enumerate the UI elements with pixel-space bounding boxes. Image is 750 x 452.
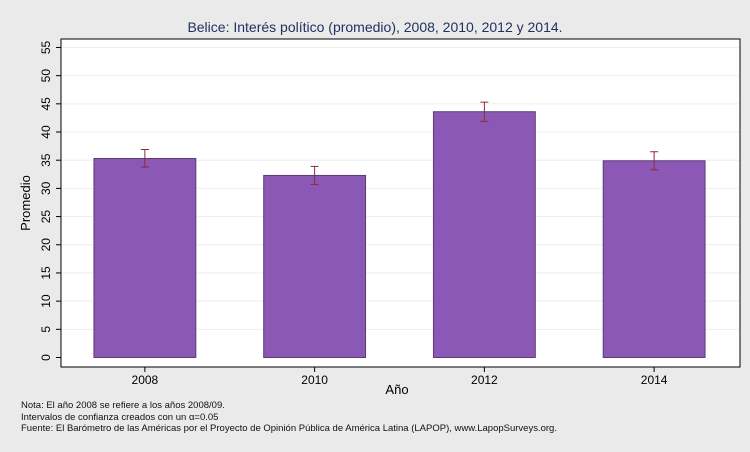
chart-title: Belice: Interés político (promedio), 200… [187, 19, 562, 35]
x-tick-label: 2014 [641, 373, 668, 387]
x-tick-label: 2012 [471, 373, 498, 387]
x-tick-label: 2010 [301, 373, 328, 387]
bar [93, 158, 197, 358]
footnote-confidence: Intervalos de confianza creados con un α… [21, 411, 219, 423]
y-tick-label: 15 [39, 266, 53, 280]
y-tick-label: 35 [39, 153, 53, 167]
x-axis-label: Año [385, 382, 408, 397]
y-tick-label: 0 [39, 354, 53, 361]
y-tick-label: 45 [39, 97, 53, 111]
bar-chart: Belice: Interés político (promedio), 200… [18, 19, 741, 397]
y-tick-label: 25 [39, 210, 53, 224]
y-axis-label: Promedio [18, 175, 33, 231]
footnote-year: Nota: El año 2008 se refiere a los años … [21, 400, 225, 411]
bar [602, 160, 706, 358]
x-tick-label: 2008 [132, 373, 159, 387]
bar [432, 111, 536, 358]
y-tick-label: 30 [39, 181, 53, 195]
bar [263, 174, 367, 358]
error-bars [140, 101, 659, 185]
y-tick-label: 10 [39, 294, 53, 308]
footnotes: Nota: El año 2008 se refiere a los años … [21, 400, 557, 435]
y-axis: 0 5 10 15 20 25 30 35 40 45 50 55 [39, 40, 61, 361]
y-tick-label: 40 [39, 125, 53, 139]
bars [93, 111, 706, 358]
y-tick-label: 50 [39, 69, 53, 83]
footnote-source: Fuente: El Barómetro de las Américas por… [21, 423, 557, 434]
x-axis: 2008 2010 2012 2014 [132, 367, 668, 387]
y-tick-label: 5 [39, 326, 53, 333]
y-tick-label: 55 [39, 40, 53, 54]
y-tick-label: 20 [39, 238, 53, 252]
